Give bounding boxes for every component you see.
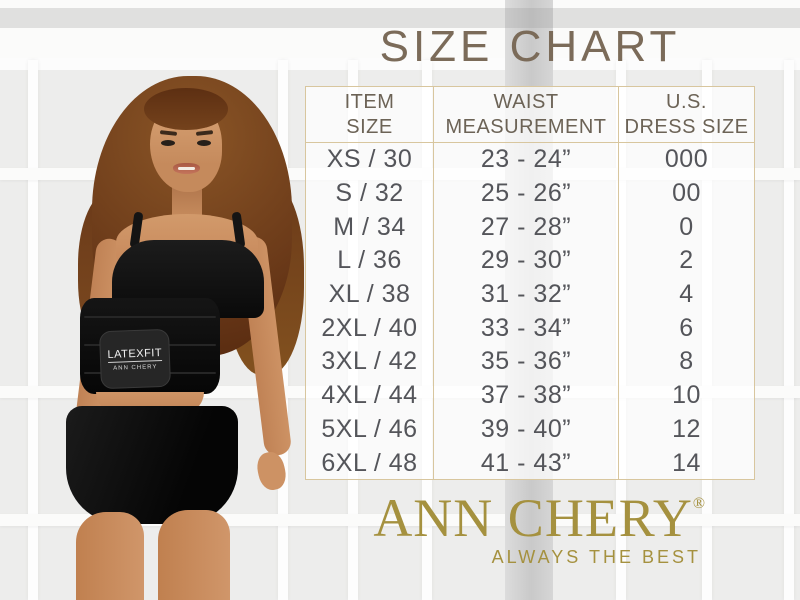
table-row: 6XL / 48 41 - 43” 14 <box>306 446 754 480</box>
column-header-waist-measurement: WAIST MEASUREMENT <box>433 87 619 142</box>
cell-waist-measurement: 41 - 43” <box>433 446 619 480</box>
registered-trademark-icon: ® <box>692 495 705 512</box>
cell-us-dress-size: 6 <box>679 313 694 342</box>
cell-us-dress-size: 12 <box>672 414 701 443</box>
brand-name: ANN CHERY <box>373 488 693 548</box>
cell-waist-measurement: 31 - 32” <box>433 277 619 312</box>
cell-waist-measurement: 37 - 38” <box>433 378 619 413</box>
table-row: L / 36 29 - 30” 2 <box>306 244 754 278</box>
garment-label-sub: ANN CHERY <box>113 363 158 372</box>
table-row: 2XL / 40 33 - 34” 6 <box>306 311 754 346</box>
column-header-line: DRESS SIZE <box>624 115 749 138</box>
cell-item-size: M / 34 <box>333 212 406 241</box>
model-hand <box>254 449 289 493</box>
table-row: XS / 30 23 - 24” 000 <box>306 143 754 177</box>
garment-label-main: LATEXFIT <box>107 346 163 363</box>
cell-waist-measurement: 39 - 40” <box>433 412 619 447</box>
cell-us-dress-size: 2 <box>679 246 694 275</box>
model-shorts <box>66 406 238 524</box>
column-header-line: U.S. <box>666 90 707 113</box>
cell-waist-measurement: 27 - 28” <box>433 210 619 245</box>
size-table: ITEM SIZE WAIST MEASUREMENT U.S. DRESS S… <box>305 86 755 480</box>
column-header-us-dress-size: U.S. DRESS SIZE <box>619 87 754 142</box>
cell-waist-measurement: 23 - 24” <box>433 143 619 177</box>
table-row: M / 34 27 - 28” 0 <box>306 210 754 245</box>
table-row: 5XL / 46 39 - 40” 12 <box>306 412 754 447</box>
cell-us-dress-size: 14 <box>672 448 701 477</box>
size-table-header: ITEM SIZE WAIST MEASUREMENT U.S. DRESS S… <box>306 87 754 143</box>
cell-us-dress-size: 8 <box>679 347 694 376</box>
model-eye <box>161 140 175 146</box>
cell-item-size: 6XL / 48 <box>321 448 418 477</box>
cell-item-size: XS / 30 <box>326 145 413 174</box>
cell-us-dress-size: 4 <box>679 280 694 309</box>
cell-item-size: 4XL / 44 <box>321 381 418 410</box>
column-header-line: MEASUREMENT <box>445 115 607 138</box>
ceiling-band <box>0 8 800 28</box>
cell-item-size: L / 36 <box>337 246 402 275</box>
model-photo: LATEXFIT ANN CHERY <box>0 0 305 600</box>
table-row: XL / 38 31 - 32” 4 <box>306 277 754 312</box>
cell-us-dress-size: 000 <box>664 145 709 174</box>
table-row: 4XL / 44 37 - 38” 10 <box>306 378 754 413</box>
cell-item-size: S / 32 <box>335 179 404 208</box>
cell-us-dress-size: 00 <box>672 179 701 208</box>
column-header-line: SIZE <box>346 115 393 138</box>
cell-waist-measurement: 25 - 26” <box>433 176 619 211</box>
cell-waist-measurement: 29 - 30” <box>433 244 619 278</box>
size-table-body: XS / 30 23 - 24” 000 S / 32 25 - 26” 00 M / 34… <box>306 143 754 480</box>
cell-item-size: XL / 38 <box>328 280 411 309</box>
cell-waist-measurement: 35 - 36” <box>433 345 619 379</box>
cell-item-size: 5XL / 46 <box>321 414 418 443</box>
window-mullion <box>28 60 38 600</box>
model-hair-fringe <box>144 88 228 130</box>
cell-waist-measurement: 33 - 34” <box>433 311 619 346</box>
window-top-frame <box>0 58 800 70</box>
waist-trainer-stitch <box>84 316 216 318</box>
brand-logo: ANN CHERY® ALWAYS THE BEST <box>305 490 705 568</box>
page-title: SIZE CHART <box>379 22 681 71</box>
model-leg <box>158 510 230 600</box>
table-row: S / 32 25 - 26” 00 <box>306 176 754 211</box>
model-teeth <box>178 167 195 170</box>
column-header-line: WAIST <box>493 90 559 113</box>
ceiling <box>0 0 800 68</box>
waist-trainer-label: LATEXFIT ANN CHERY <box>99 328 171 390</box>
column-header-item-size: ITEM SIZE <box>306 87 433 142</box>
cell-us-dress-size: 0 <box>679 212 694 241</box>
model-leg <box>76 512 144 600</box>
table-row: 3XL / 42 35 - 36” 8 <box>306 345 754 379</box>
cell-item-size: 2XL / 40 <box>321 313 418 342</box>
cell-item-size: 3XL / 42 <box>321 347 418 376</box>
model-eye <box>197 140 211 146</box>
column-header-line: ITEM <box>344 90 395 113</box>
cell-us-dress-size: 10 <box>672 381 701 410</box>
window-mullion <box>784 60 794 600</box>
brand-tagline: ALWAYS THE BEST <box>491 547 701 567</box>
